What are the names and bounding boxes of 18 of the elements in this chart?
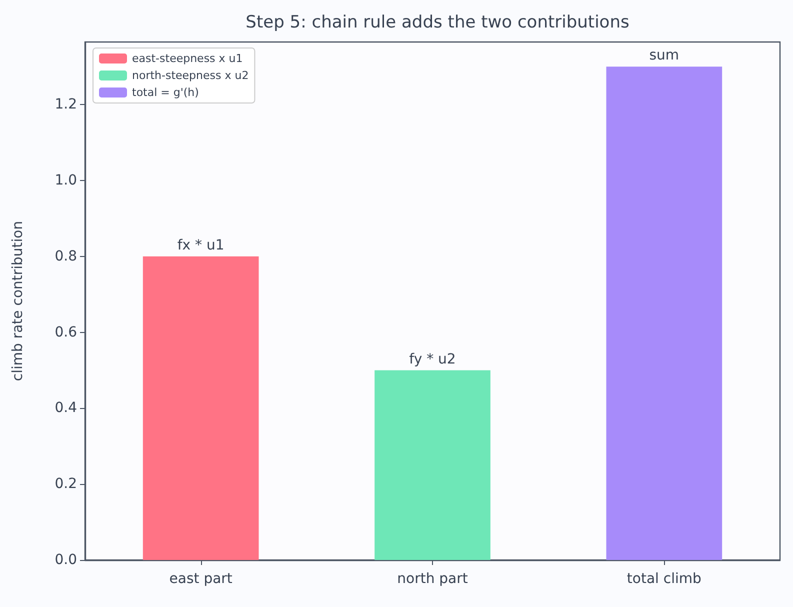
y-axis-title: climb rate contribution <box>10 220 26 382</box>
y-tick-label: 0.8 <box>54 248 77 264</box>
y-tick-label: 0.6 <box>54 324 78 340</box>
x-tick-label: east part <box>169 571 233 587</box>
legend-label: north-steepness x u2 <box>132 69 249 82</box>
y-tick-label: 0.4 <box>54 400 78 416</box>
data-label: sum <box>649 48 680 64</box>
data-label: fy * u2 <box>409 351 456 368</box>
y-tick-label: 1.0 <box>54 172 77 189</box>
x-tick-label: north part <box>397 571 468 587</box>
y-tick-label: 1.2 <box>54 96 77 113</box>
y-tick-label: 0.2 <box>54 476 77 492</box>
y-tick-label: 0.0 <box>54 552 77 568</box>
chart-title: Step 5: chain rule adds the two contributions <box>246 12 630 32</box>
x-tick-label: total climb <box>626 571 702 587</box>
legend-label: east-steepness x u1 <box>132 52 243 65</box>
legend-label: total = g'(h) <box>132 86 199 99</box>
data-label: fx * u1 <box>177 237 224 254</box>
